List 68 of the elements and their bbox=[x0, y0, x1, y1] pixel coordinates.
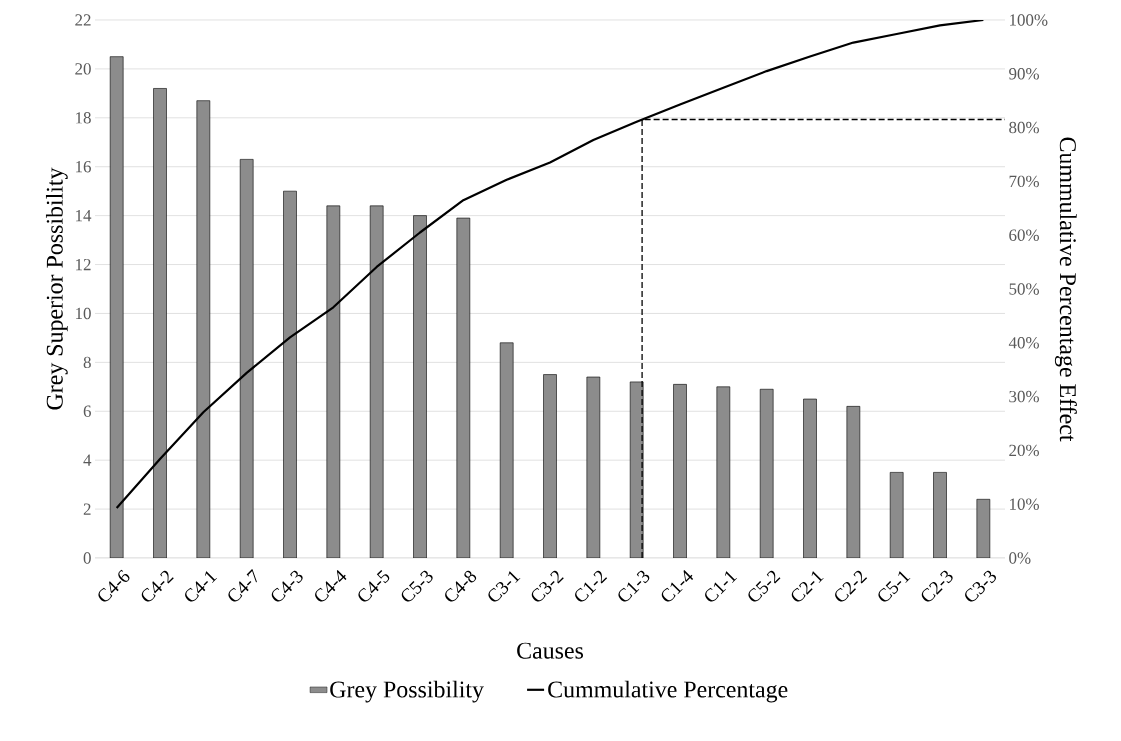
y2-tick-label: 50% bbox=[1009, 283, 1039, 295]
y2-axis-title: Cummulative Percentage Effect bbox=[1054, 137, 1077, 442]
y2-tick-label: 10% bbox=[1010, 498, 1039, 510]
y2-tick-label: 20% bbox=[1009, 444, 1039, 457]
x-tick-label: C2-2 bbox=[835, 570, 868, 602]
bar bbox=[889, 472, 904, 558]
bar bbox=[326, 205, 341, 558]
bar bbox=[239, 159, 254, 558]
x-tick-label: C4-8 bbox=[445, 570, 477, 602]
x-tick-label: C4-6 bbox=[98, 569, 130, 602]
y-tick-label: 16 bbox=[76, 161, 91, 173]
x-tick-label: C3-3 bbox=[965, 570, 996, 602]
y2-tick-label: 30% bbox=[1009, 390, 1039, 403]
y-tick-label: 4 bbox=[83, 454, 92, 466]
y-tick-label: 6 bbox=[83, 405, 91, 417]
y2-tick-label: 70% bbox=[1009, 175, 1039, 188]
bar bbox=[543, 374, 557, 558]
bar bbox=[369, 205, 384, 558]
x-tick-label: C1-2 bbox=[575, 570, 608, 602]
x-tick-label: C3-2 bbox=[531, 570, 564, 602]
y-axis-title: Grey Superior Possibility bbox=[45, 167, 68, 410]
x-tick-label: C4-4 bbox=[315, 570, 347, 602]
x-tick-label: C3-1 bbox=[488, 571, 521, 602]
x-tick-label: C2-3 bbox=[921, 570, 953, 602]
x-tick-label: C2-1 bbox=[791, 571, 824, 602]
bar bbox=[716, 386, 731, 558]
bar bbox=[109, 56, 124, 558]
y2-tick-label: 80% bbox=[1009, 121, 1039, 134]
bar bbox=[153, 88, 167, 558]
x-tick-label: C1-4 bbox=[661, 570, 694, 602]
bar bbox=[759, 388, 774, 558]
y-tick-label: 20 bbox=[75, 63, 91, 75]
y-tick-label: 10 bbox=[76, 307, 91, 320]
bar bbox=[283, 190, 297, 558]
y-tick-label: 18 bbox=[76, 112, 91, 124]
x-tick-label: C4-5 bbox=[358, 569, 390, 602]
y-tick-label: 8 bbox=[83, 356, 91, 369]
y-tick-label: 2 bbox=[83, 503, 91, 515]
bar bbox=[803, 398, 817, 558]
y-tick-label: 0 bbox=[83, 552, 91, 564]
bar bbox=[976, 499, 991, 558]
y-tick-label: 22 bbox=[75, 14, 91, 26]
y-tick-label: 14 bbox=[76, 210, 92, 222]
bar bbox=[499, 342, 514, 558]
x-tick-label: C4-3 bbox=[271, 570, 303, 602]
x-tick-label: C4-2 bbox=[141, 570, 174, 602]
x-tick-label: C5-1 bbox=[878, 571, 911, 602]
x-tick-label: C4-1 bbox=[185, 571, 218, 602]
x-axis-title: Causes bbox=[517, 642, 584, 659]
bar bbox=[413, 215, 427, 558]
y2-tick-label: 100% bbox=[1010, 14, 1048, 26]
x-tick-label: C1-1 bbox=[705, 571, 738, 602]
bar bbox=[673, 384, 687, 558]
legend-label: Grey Possibility bbox=[330, 680, 484, 703]
y2-tick-label: 60% bbox=[1009, 229, 1039, 241]
y2-tick-label: 0% bbox=[1009, 552, 1031, 564]
x-tick-label: C5-3 bbox=[401, 570, 433, 602]
bar bbox=[196, 100, 211, 558]
x-tick-label: C1-3 bbox=[618, 570, 650, 602]
y-tick-label: 12 bbox=[76, 258, 91, 271]
legend-label: Cummulative Percentage bbox=[548, 680, 788, 703]
y2-tick-label: 90% bbox=[1009, 68, 1039, 80]
bar bbox=[933, 472, 947, 558]
x-tick-label: C5-2 bbox=[748, 570, 781, 602]
bar bbox=[846, 406, 861, 558]
bar bbox=[456, 217, 471, 558]
y2-tick-label: 40% bbox=[1008, 337, 1039, 349]
bar bbox=[586, 376, 601, 558]
